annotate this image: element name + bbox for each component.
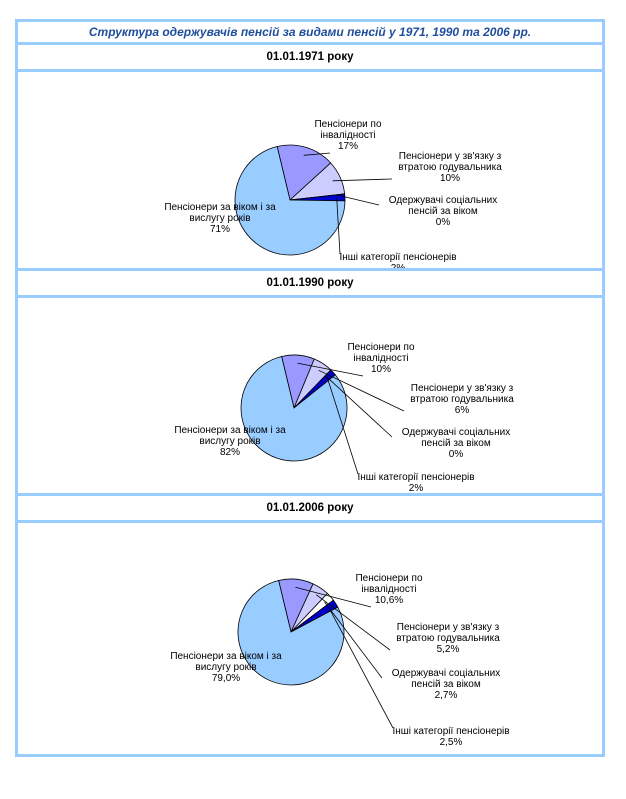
slice-category-label: Пенсіонери по: [347, 342, 414, 353]
slice-category-label: Пенсіонери за віком і за: [164, 202, 276, 213]
slice-category-label: Пенсіонери за віком і за: [170, 651, 282, 662]
leader-line: [295, 586, 372, 608]
slice-category-label: Пенсіонери за віком і за: [174, 425, 286, 436]
slice-age: [237, 579, 345, 686]
leader-line: [325, 375, 393, 438]
slice-percent-label: 17%: [338, 141, 358, 152]
slice-percent-label: 10%: [371, 364, 391, 375]
slice-percent-label: 5,2%: [437, 644, 460, 655]
leader-line: [326, 377, 359, 475]
slice-category-label: Пенсіонери у зв'язку з: [399, 151, 502, 162]
section-title-2006: 01.01.2006 року: [18, 496, 602, 523]
section-divider: [18, 268, 602, 271]
chart-title: Структура одержувачів пенсій за видами п…: [18, 22, 602, 45]
slice-category-label: Пенсіонери по: [314, 119, 381, 130]
slice-category-label: вислугу років: [199, 436, 260, 447]
slice-percent-label: 0%: [449, 449, 464, 460]
slice-category-label: Пенсіонери у зв'язку з: [397, 622, 500, 633]
section-title-1971: 01.01.1971 року: [18, 45, 602, 72]
slice-age: [234, 146, 346, 256]
pie-panel-2006: Пенсіонери по інвалідності 10,6% Пенсіонери…: [18, 523, 602, 753]
slice-category-label: Одержувачі соціальних: [389, 195, 497, 206]
chart-frame: Структура одержувачів пенсій за видами п…: [15, 19, 605, 757]
leader-line: [315, 594, 391, 651]
section-title-1990: 01.01.1990 року: [18, 271, 602, 298]
slice-category-label: інвалідності: [361, 584, 416, 595]
slice-disability: [276, 144, 332, 201]
slice-category-label: пенсій за віком: [408, 206, 478, 217]
slice-category-label: Пенсіонери у зв'язку з: [411, 383, 514, 394]
slice-category-label: Одержувачі соціальних: [402, 427, 510, 438]
slice-category-label: втратою годувальника: [410, 394, 514, 405]
slice-category-label: Інші категорії пенсіонерів: [357, 472, 474, 483]
leader-line: [336, 194, 380, 206]
slice-category-label: Інші категорії пенсіонерів: [339, 252, 456, 263]
slice-percent-label: 2,7%: [435, 690, 458, 701]
slice-category-label: інвалідності: [353, 353, 408, 364]
leader-line: [328, 607, 394, 729]
slice-age: [240, 355, 348, 462]
leader-line: [297, 362, 364, 377]
leader-line: [324, 601, 383, 679]
slice-percent-label: 2,5%: [440, 737, 463, 748]
slice-percent-label: 6%: [455, 405, 470, 416]
slice-percent-label: 0%: [436, 217, 451, 228]
section-divider: [18, 493, 602, 496]
slice-category-label: Інші категорії пенсіонерів: [392, 726, 509, 737]
leader-line: [318, 369, 405, 412]
slice-percent-label: 71%: [210, 224, 230, 235]
slice-category-label: вислугу років: [195, 662, 256, 673]
slice-category-label: Пенсіонери по: [355, 573, 422, 584]
pie-panel-1971: Пенсіонери по інвалідності 17% Пенсіонери у…: [18, 72, 602, 274]
slice-category-label: втратою годувальника: [398, 162, 502, 173]
pie-panel-1990: Пенсіонери по інвалідності 10% Пенсіонери у…: [18, 298, 602, 494]
slice-percent-label: 79,0%: [212, 673, 240, 684]
slice-percent-label: 2%: [409, 483, 424, 494]
leader-line: [336, 197, 341, 255]
slice-category-label: вислугу років: [189, 213, 250, 224]
slice-category-label: інвалідності: [320, 130, 375, 141]
slice-category-label: втратою годувальника: [396, 633, 500, 644]
slice-percent-label: 82%: [220, 447, 240, 458]
leader-line: [303, 152, 331, 156]
slice-category-label: Одержувачі соціальних: [392, 668, 500, 679]
slice-percent-label: 10,6%: [375, 595, 403, 606]
slice-category-label: пенсій за віком: [411, 679, 481, 690]
leader-line: [332, 178, 393, 182]
slice-category-label: пенсій за віком: [421, 438, 491, 449]
slice-percent-label: 10%: [440, 173, 460, 184]
